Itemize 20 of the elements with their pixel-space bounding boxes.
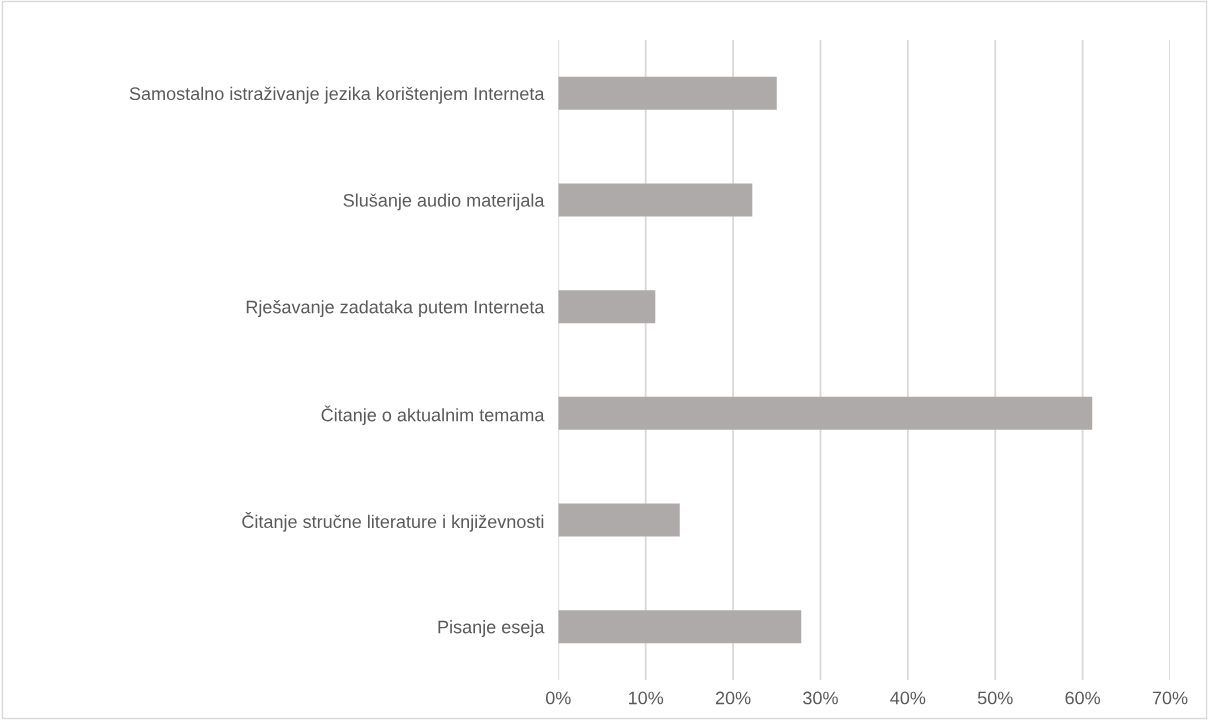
x-tick-label: 20% [715,691,751,705]
x-tick-label: 10% [628,691,664,705]
x-tick-label: 40% [890,691,926,705]
y-tick-label: Čitanje stručne literature i književnosti [242,512,544,532]
x-tick-label: 50% [977,691,1013,705]
bar [558,503,680,537]
bar [558,76,777,110]
bar [558,183,753,217]
x-tick-label: 70% [1152,691,1188,705]
y-tick-label: Čitanje o aktualnim temama [321,405,545,425]
x-tick-label: 0% [545,691,571,705]
y-tick-label: Samostalno istraživanje jezika korištenjem Interneta [129,86,545,104]
y-tick-label: Pisanje eseja [438,620,545,637]
y-tick-label: Slušanje audio materijala [343,193,545,211]
x-tick-label: 60% [1065,691,1101,705]
y-tick-label: Rješavanje zadataka putem Interneta [246,300,545,317]
bar [558,610,802,644]
bar [558,396,1093,430]
bar [558,290,656,324]
x-tick-label: 30% [803,691,838,705]
